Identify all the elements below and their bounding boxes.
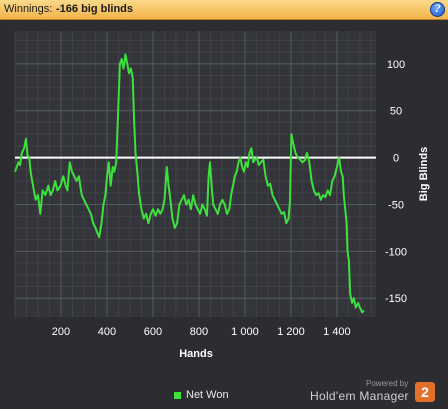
y-tick-label: 50 — [390, 106, 402, 118]
x-tick-label: 1 400 — [323, 326, 351, 338]
plot-area — [15, 31, 376, 317]
net-won-chart: 200 400 600 800 1 000 1 200 1 400 100 50 0 -50 -10… — [0, 20, 448, 372]
brand-name: Hold'em Manager — [310, 389, 409, 403]
legend-swatch-net-won — [174, 392, 181, 399]
title-bar: Winnings: -166 big blinds ? — [0, 0, 448, 20]
y-tick-label: -150 — [385, 293, 407, 305]
x-axis-label: Hands — [179, 348, 213, 360]
series-line-net-won — [14, 53, 365, 314]
y-tick-label: -100 — [385, 246, 407, 258]
x-tick-label: 400 — [98, 326, 116, 338]
x-tick-label: 600 — [144, 326, 162, 338]
winnings-label: Winnings: — [4, 3, 53, 15]
y-tick-labels: 100 50 0 -50 -100 -150 — [385, 59, 407, 305]
y-tick-label: 100 — [387, 59, 405, 71]
help-icon[interactable]: ? — [430, 2, 445, 17]
x-tick-label: 1 000 — [231, 326, 259, 338]
x-tick-labels: 200 400 600 800 1 000 1 200 1 400 — [52, 326, 351, 338]
y-tick-label: -50 — [388, 199, 404, 211]
legend-label-net-won: Net Won — [186, 389, 229, 401]
x-tick-label: 200 — [52, 326, 70, 338]
x-tick-label: 1 200 — [277, 326, 305, 338]
y-axis-label: Big Blinds — [418, 147, 430, 201]
y-tick-label: 0 — [393, 153, 399, 165]
powered-by-text: Powered by — [366, 379, 409, 388]
x-tick-label: 800 — [190, 326, 208, 338]
winnings-value: -166 big blinds — [56, 3, 134, 15]
hm2-logo-icon: 2 — [415, 382, 435, 402]
